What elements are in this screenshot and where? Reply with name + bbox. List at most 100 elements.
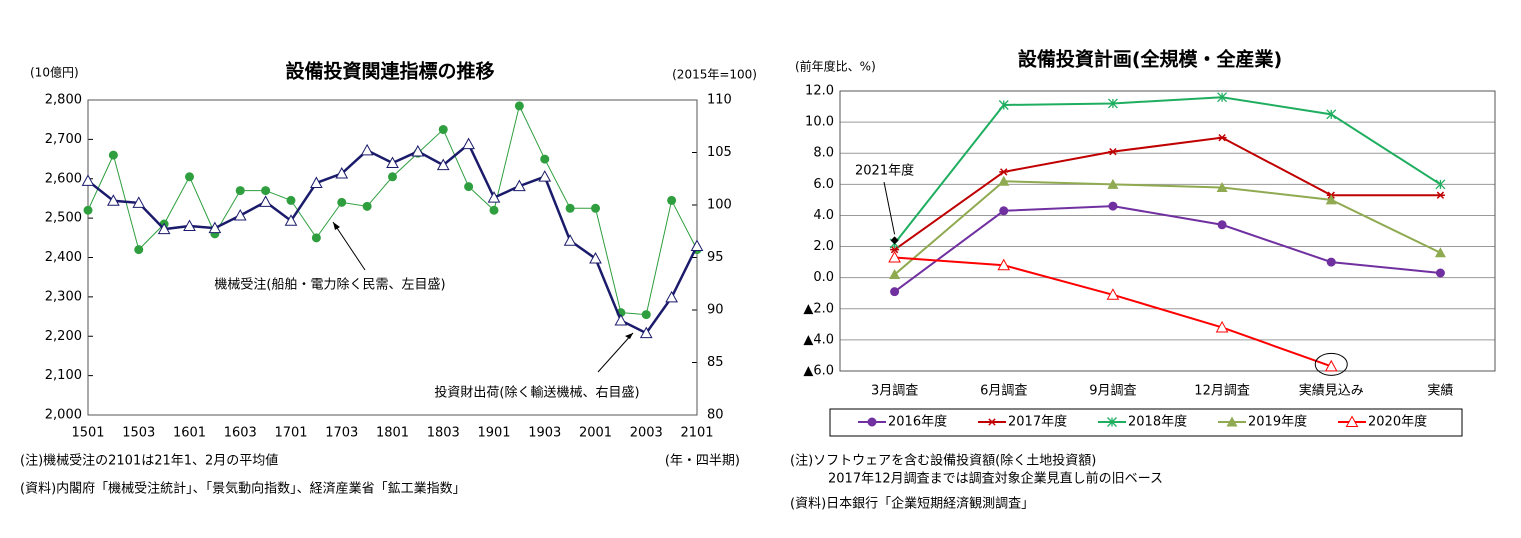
marker xyxy=(1107,417,1117,427)
legend-label: 2018年度 xyxy=(1128,414,1187,430)
series-label: 機械受注(船舶・電力除く民需、左目盛) xyxy=(214,277,445,293)
marker xyxy=(1434,247,1446,258)
marker xyxy=(513,179,526,192)
y2-tick-label: 100 xyxy=(707,198,732,213)
marker xyxy=(83,205,93,215)
annotation-arrow xyxy=(883,181,896,235)
marker xyxy=(665,290,678,303)
marker xyxy=(589,252,602,264)
x-tick-label: 1603 xyxy=(224,426,257,441)
marker xyxy=(1216,181,1228,192)
legend-label: 2016年度 xyxy=(888,414,947,430)
plot-area xyxy=(839,90,1496,372)
note: (資料)内閣府「機械受注統計」、「景気動向指数」、経済産業省「鉱工業指数」 xyxy=(20,481,466,497)
x-tick-label: 6月調査 xyxy=(980,384,1027,399)
series-line xyxy=(893,96,1441,245)
y-tick-label: ▲4.0 xyxy=(803,332,834,347)
x-tick-label: 1903 xyxy=(528,426,561,441)
marker xyxy=(132,196,146,208)
y-tick-label: 2,100 xyxy=(45,368,82,383)
marker xyxy=(867,417,877,427)
marker xyxy=(1217,92,1228,103)
y-axis-label: (10億円) xyxy=(30,66,79,80)
marker xyxy=(438,125,448,135)
y-tick-label: 12.0 xyxy=(805,84,834,99)
marker xyxy=(1226,416,1238,427)
marker xyxy=(889,269,901,280)
marker xyxy=(1217,220,1227,230)
note: (資料)日本銀行「企業短期経済観測調査」 xyxy=(790,496,1034,512)
marker xyxy=(362,201,372,211)
marker xyxy=(107,194,120,206)
y-tick-label: 2,200 xyxy=(45,329,82,344)
chart-title: 設備投資関連指標の推移 xyxy=(285,60,494,83)
y-tick-label: 8.0 xyxy=(813,146,834,161)
y-tick-label: 2,800 xyxy=(45,93,82,108)
marker xyxy=(667,195,677,205)
marker xyxy=(310,176,323,188)
marker xyxy=(1107,98,1118,109)
marker xyxy=(337,197,347,207)
marker xyxy=(998,100,1009,110)
y-tick-label: ▲6.0 xyxy=(803,364,834,379)
marker xyxy=(487,191,501,203)
annotation-point xyxy=(890,236,899,245)
marker xyxy=(360,143,374,156)
y-tick-label: 2,500 xyxy=(45,211,82,226)
series-line xyxy=(894,136,1441,251)
marker xyxy=(1325,194,1337,205)
x-tick-label: 2101 xyxy=(680,426,713,441)
x-tick-label: 1701 xyxy=(274,426,307,441)
y-tick-label: ▲2.0 xyxy=(803,301,834,316)
arrow-head xyxy=(625,333,633,339)
marker xyxy=(1215,320,1229,333)
y2-tick-label: 85 xyxy=(707,355,724,370)
marker xyxy=(311,233,321,243)
marker xyxy=(1324,359,1338,372)
marker xyxy=(538,170,552,182)
highlight-circle xyxy=(1314,352,1348,376)
x-tick-label: 2001 xyxy=(579,426,612,441)
note: (注)ソフトウェアを含む設備投資額(除く土地投資額) xyxy=(790,453,1096,469)
marker xyxy=(1435,268,1445,278)
marker xyxy=(235,186,245,196)
marker xyxy=(464,182,474,192)
marker xyxy=(388,172,397,182)
note: (注)機械受注の2101は21年1、2月の平均値 xyxy=(20,453,278,469)
y2-tick-label: 80 xyxy=(707,408,724,423)
marker xyxy=(208,221,222,234)
marker xyxy=(999,168,1009,176)
x-tick-label: 1503 xyxy=(122,426,155,441)
x-tick-label: 9月調査 xyxy=(1089,384,1136,399)
marker xyxy=(436,158,450,171)
marker xyxy=(563,234,577,246)
marker xyxy=(134,245,144,255)
marker xyxy=(259,195,272,207)
annotation: 2021年度 xyxy=(855,163,914,179)
y2-tick-label: 105 xyxy=(707,145,732,160)
series-line xyxy=(893,205,1441,293)
marker xyxy=(1435,179,1446,190)
marker xyxy=(1107,178,1119,189)
marker xyxy=(1108,147,1118,156)
marker xyxy=(462,137,475,150)
x-tick-label: 1601 xyxy=(173,426,206,441)
marker xyxy=(690,239,704,251)
marker xyxy=(888,250,901,263)
legend-label: 2020年度 xyxy=(1368,414,1427,430)
x-tick-label: 2003 xyxy=(630,426,663,441)
marker xyxy=(1326,109,1337,120)
marker xyxy=(514,101,524,111)
marker xyxy=(890,287,900,297)
marker xyxy=(1345,415,1359,427)
y-tick-label: 2,300 xyxy=(45,289,82,304)
marker xyxy=(183,219,196,231)
annotation-arrow xyxy=(597,332,634,373)
marker xyxy=(614,313,628,326)
y-axis-label: (前年度比、%) xyxy=(795,59,876,74)
y-tick-label: 10.0 xyxy=(805,115,834,130)
marker xyxy=(1326,257,1336,267)
x-tick-label: 1501 xyxy=(71,426,104,441)
annotation-arrow xyxy=(332,221,366,271)
